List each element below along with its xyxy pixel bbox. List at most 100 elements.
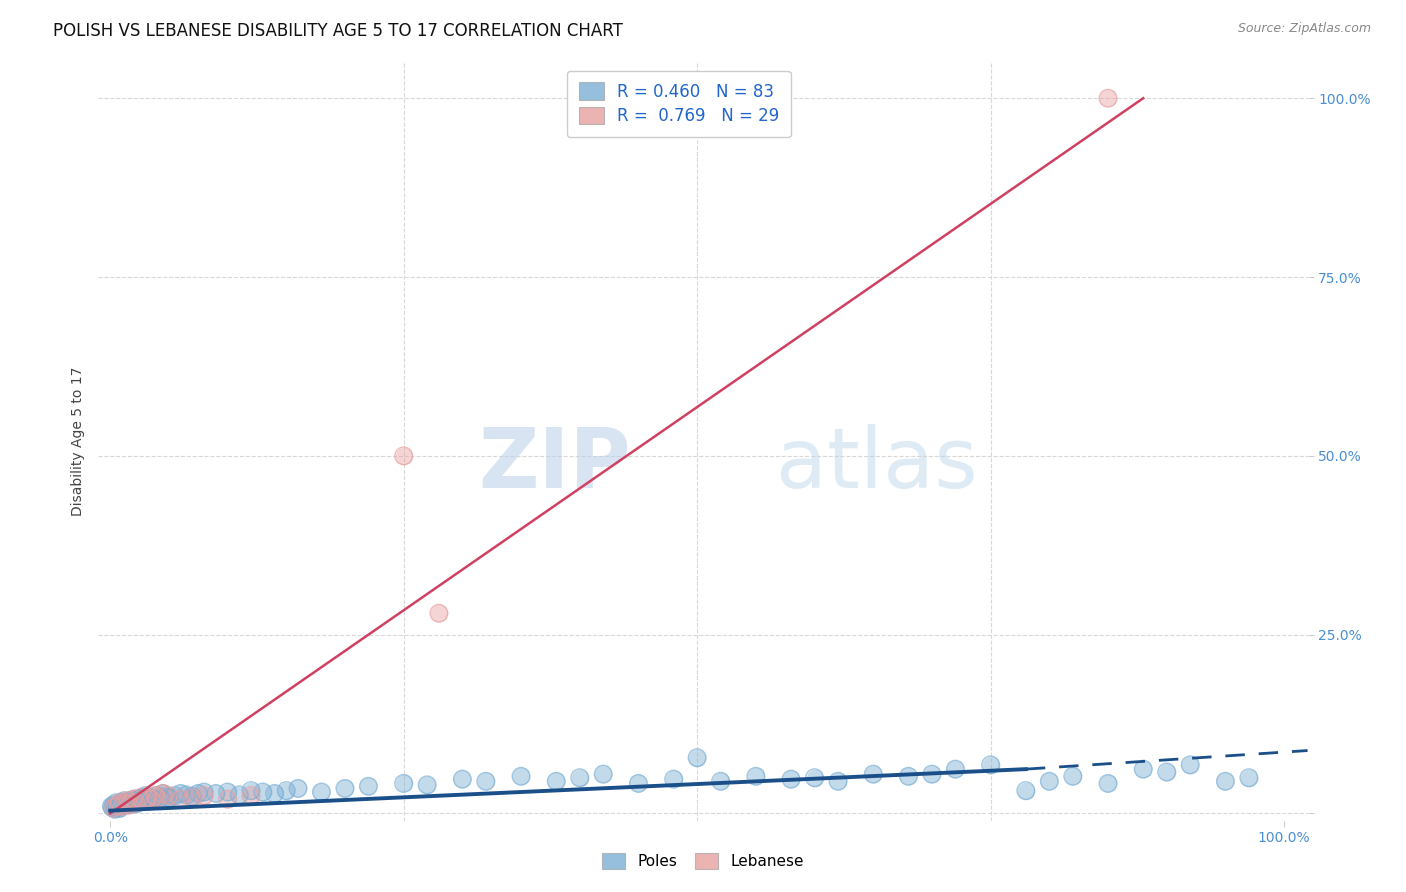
Point bbox=[827, 774, 849, 789]
Point bbox=[333, 781, 356, 796]
Point bbox=[122, 792, 145, 806]
Point bbox=[141, 790, 163, 805]
Point bbox=[780, 772, 803, 786]
Point bbox=[111, 795, 134, 809]
Point bbox=[187, 787, 209, 801]
Point bbox=[132, 791, 155, 805]
Text: POLISH VS LEBANESE DISABILITY AGE 5 TO 17 CORRELATION CHART: POLISH VS LEBANESE DISABILITY AGE 5 TO 1… bbox=[53, 22, 623, 40]
Point bbox=[108, 796, 131, 810]
Point bbox=[862, 767, 884, 781]
Point bbox=[118, 794, 141, 808]
Point bbox=[921, 767, 943, 781]
Point bbox=[510, 769, 533, 783]
Point bbox=[357, 780, 380, 794]
Point bbox=[128, 790, 150, 805]
Point bbox=[136, 794, 159, 808]
Point bbox=[827, 774, 849, 789]
Point bbox=[287, 781, 309, 796]
Point bbox=[134, 789, 156, 803]
Point bbox=[1156, 764, 1178, 779]
Point bbox=[152, 787, 174, 801]
Point bbox=[105, 796, 128, 810]
Legend: R = 0.460   N = 83, R =  0.769   N = 29: R = 0.460 N = 83, R = 0.769 N = 29 bbox=[567, 70, 790, 137]
Point bbox=[124, 796, 146, 810]
Point bbox=[217, 785, 239, 799]
Point bbox=[152, 787, 174, 801]
Point bbox=[1215, 774, 1237, 789]
Point bbox=[111, 799, 134, 814]
Point bbox=[392, 776, 415, 790]
Point bbox=[181, 789, 204, 804]
Point bbox=[146, 789, 169, 803]
Point bbox=[311, 785, 333, 799]
Point bbox=[127, 797, 149, 811]
Point bbox=[131, 790, 153, 805]
Point bbox=[112, 797, 135, 811]
Point bbox=[1015, 783, 1038, 797]
Point bbox=[1097, 776, 1119, 790]
Point bbox=[120, 796, 142, 810]
Point bbox=[475, 774, 498, 789]
Point bbox=[333, 781, 356, 796]
Y-axis label: Disability Age 5 to 17: Disability Age 5 to 17 bbox=[72, 367, 86, 516]
Point bbox=[111, 799, 134, 814]
Point bbox=[416, 778, 439, 792]
Point bbox=[1097, 91, 1119, 105]
Point bbox=[157, 790, 180, 805]
Point bbox=[141, 792, 163, 806]
Text: ZIP: ZIP bbox=[478, 424, 630, 505]
Point bbox=[146, 790, 169, 805]
Point bbox=[132, 794, 155, 808]
Point bbox=[115, 796, 138, 810]
Point bbox=[217, 792, 239, 806]
Point bbox=[1062, 769, 1084, 783]
Point bbox=[149, 790, 172, 805]
Point bbox=[117, 797, 139, 812]
Point bbox=[252, 785, 274, 799]
Point bbox=[128, 790, 150, 805]
Point bbox=[125, 794, 148, 808]
Point bbox=[142, 792, 165, 806]
Point bbox=[124, 796, 146, 810]
Point bbox=[103, 801, 125, 815]
Point bbox=[115, 797, 138, 812]
Point bbox=[568, 771, 591, 785]
Point bbox=[136, 794, 159, 808]
Point bbox=[117, 794, 139, 808]
Point bbox=[120, 797, 142, 811]
Point bbox=[193, 789, 215, 803]
Point bbox=[945, 762, 967, 776]
Point bbox=[136, 790, 159, 805]
Point bbox=[118, 797, 141, 812]
Point bbox=[127, 797, 149, 811]
Point bbox=[1156, 764, 1178, 779]
Point bbox=[662, 772, 685, 786]
Point bbox=[122, 792, 145, 806]
Point bbox=[176, 788, 198, 802]
Point bbox=[181, 790, 204, 805]
Point bbox=[204, 787, 226, 801]
Point bbox=[217, 792, 239, 806]
Point bbox=[115, 797, 138, 812]
Point bbox=[107, 797, 129, 812]
Point bbox=[152, 787, 174, 801]
Point bbox=[228, 788, 250, 802]
Point bbox=[127, 795, 149, 809]
Point bbox=[1097, 776, 1119, 790]
Point bbox=[568, 771, 591, 785]
Point bbox=[163, 789, 186, 803]
Point bbox=[103, 801, 125, 815]
Point bbox=[240, 783, 263, 797]
Point bbox=[146, 789, 169, 803]
Point bbox=[427, 606, 450, 620]
Point bbox=[392, 449, 415, 463]
Point bbox=[204, 787, 226, 801]
Point bbox=[107, 797, 129, 812]
Point bbox=[136, 790, 159, 805]
Point bbox=[108, 796, 131, 810]
Point bbox=[149, 790, 172, 805]
Point bbox=[357, 780, 380, 794]
Point bbox=[111, 795, 134, 809]
Point bbox=[125, 796, 148, 810]
Point bbox=[122, 792, 145, 806]
